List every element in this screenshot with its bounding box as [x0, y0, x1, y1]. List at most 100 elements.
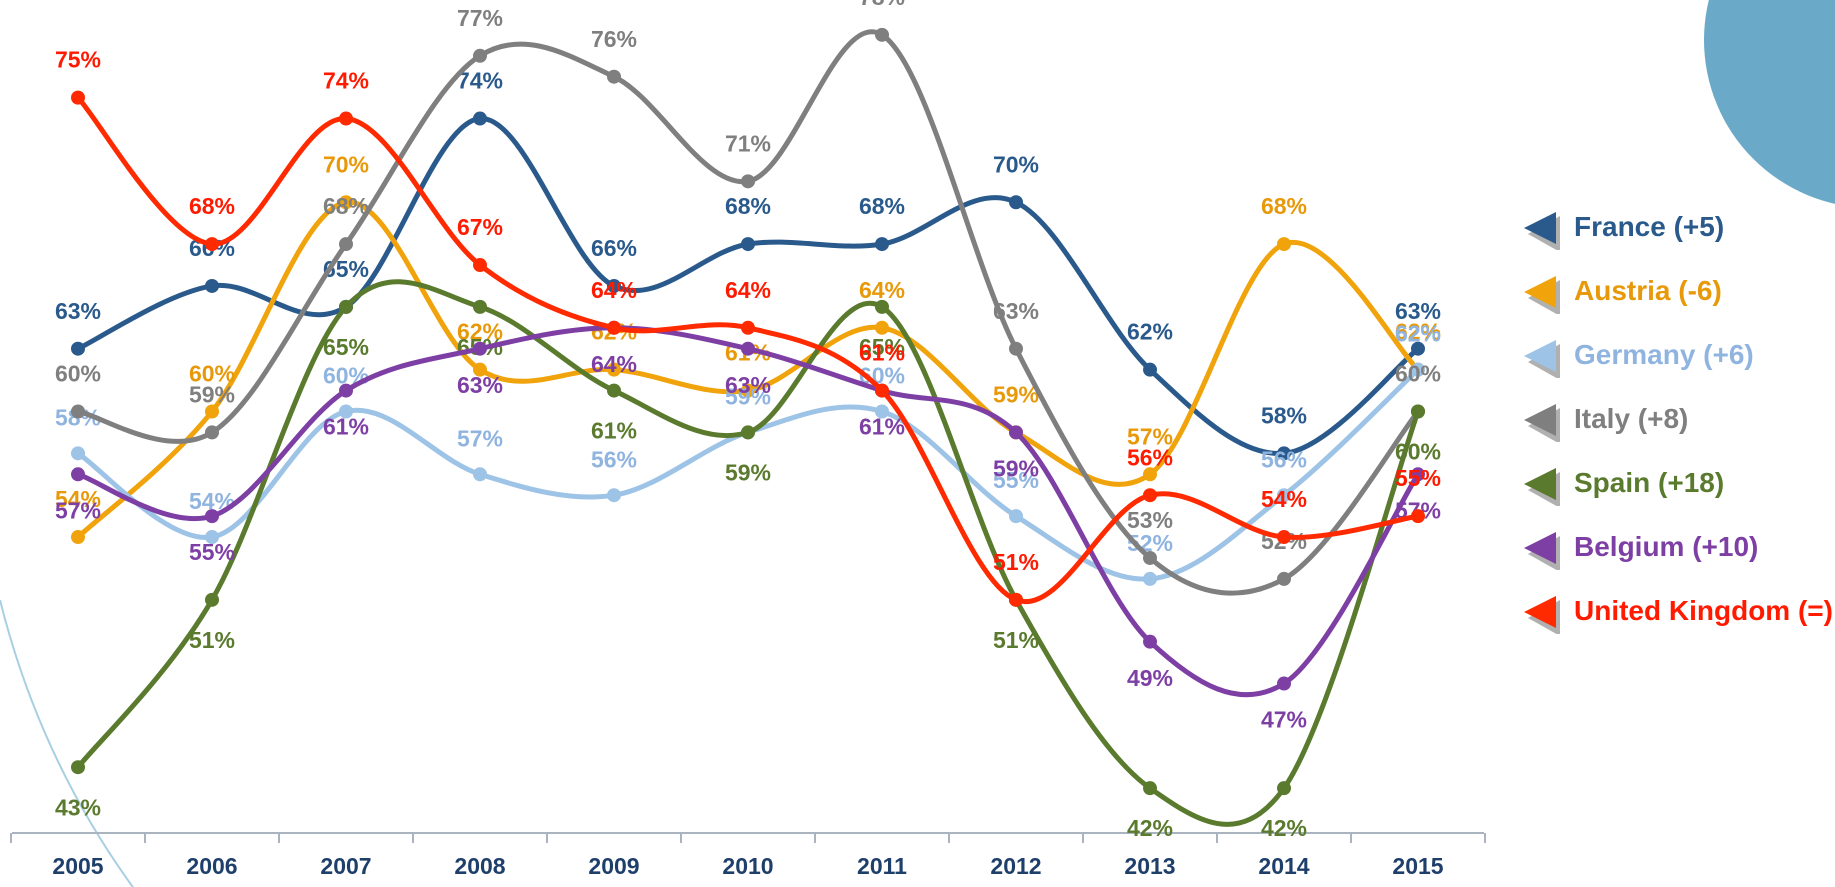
data-point [205, 530, 219, 545]
x-tick-label: 2010 [722, 853, 773, 879]
data-point [71, 90, 85, 105]
data-label: 67% [457, 214, 503, 240]
data-label: 61% [323, 414, 369, 440]
data-point [1009, 425, 1023, 440]
data-label: 57% [55, 497, 101, 523]
data-label: 68% [189, 193, 235, 219]
data-label: 63% [993, 298, 1039, 324]
data-point [71, 467, 85, 482]
data-point [205, 592, 219, 607]
data-point [339, 383, 353, 398]
data-point [607, 69, 621, 84]
data-label: 64% [591, 351, 637, 377]
data-label: 61% [859, 414, 905, 440]
data-point [205, 278, 219, 293]
data-label: 62% [1127, 319, 1173, 345]
data-label: 53% [1127, 507, 1173, 533]
data-point [1143, 781, 1157, 796]
data-label: 63% [55, 298, 101, 324]
data-label: 43% [55, 794, 101, 820]
data-point [1411, 467, 1425, 482]
data-label: 57% [457, 425, 503, 451]
data-label: 65% [323, 334, 369, 360]
data-label: 58% [1261, 402, 1307, 428]
series-line [76, 199, 1420, 539]
x-tick-label: 2007 [320, 853, 371, 879]
data-point [473, 362, 487, 377]
legend-entry: Italy (+8) [1520, 402, 1835, 442]
data-point [473, 341, 487, 356]
data-label: 59% [725, 384, 771, 410]
data-point [71, 404, 85, 419]
data-label: 77% [457, 5, 503, 31]
legend-swatch [1524, 340, 1560, 378]
legend-marker [1524, 212, 1556, 244]
data-point [1277, 781, 1291, 796]
x-tick-label: 2009 [588, 853, 639, 879]
data-point [1009, 509, 1023, 524]
data-label: 55% [993, 467, 1039, 493]
data-label: 51% [993, 627, 1039, 653]
legend-swatch [1524, 596, 1560, 634]
data-point [875, 237, 889, 252]
data-point [1143, 550, 1157, 565]
x-tick-label: 2012 [990, 853, 1041, 879]
data-label: 61% [591, 418, 637, 444]
data-point [741, 320, 755, 335]
data-point [1009, 341, 1023, 356]
data-label: 68% [725, 193, 771, 219]
data-label: 51% [993, 549, 1039, 575]
data-point [741, 237, 755, 252]
data-point [1277, 676, 1291, 691]
data-label: 62% [1395, 321, 1441, 347]
data-point [339, 111, 353, 126]
data-point [875, 404, 889, 419]
legend-marker [1524, 532, 1556, 564]
data-label: 64% [859, 277, 905, 303]
data-label: 47% [1261, 707, 1307, 733]
legend-swatch [1524, 468, 1560, 506]
data-label: 56% [1261, 446, 1307, 472]
data-label: 70% [323, 151, 369, 177]
data-label: 61% [859, 340, 905, 366]
data-point [205, 237, 219, 252]
data-point [1277, 488, 1291, 503]
data-point [1009, 592, 1023, 607]
data-point [607, 320, 621, 335]
data-point [741, 383, 755, 398]
data-point [473, 258, 487, 273]
legend-marker [1524, 596, 1556, 628]
data-point [1277, 571, 1291, 586]
data-point [473, 299, 487, 314]
data-point [875, 383, 889, 398]
data-label: 76% [591, 26, 637, 52]
legend-swatch [1524, 404, 1560, 442]
data-point [1411, 509, 1425, 524]
data-label: 59% [993, 382, 1039, 408]
data-point [607, 383, 621, 398]
data-label: 78% [859, 0, 905, 10]
x-tick-label: 2011 [857, 853, 907, 879]
data-point [741, 174, 755, 189]
data-point [205, 509, 219, 524]
data-point [1411, 362, 1425, 377]
data-label: 63% [725, 372, 771, 398]
data-label: 59% [189, 382, 235, 408]
data-point [205, 404, 219, 419]
legend-label: Germany (+6) [1574, 339, 1754, 370]
data-label: 55% [189, 539, 235, 565]
data-point [1143, 634, 1157, 649]
data-label: 56% [591, 446, 637, 472]
series-line [77, 29, 1420, 596]
legend-label: United Kingdom (=) [1574, 595, 1833, 626]
data-label: 68% [323, 193, 369, 219]
decor-circle [1704, 0, 1835, 204]
legend-label: Austria (-6) [1574, 275, 1722, 306]
data-point [1411, 341, 1425, 356]
legend-marker [1524, 404, 1556, 436]
legend-swatch [1524, 532, 1560, 570]
data-point [1277, 530, 1291, 545]
data-label: 42% [1261, 815, 1307, 841]
data-label: 65% [859, 334, 905, 360]
